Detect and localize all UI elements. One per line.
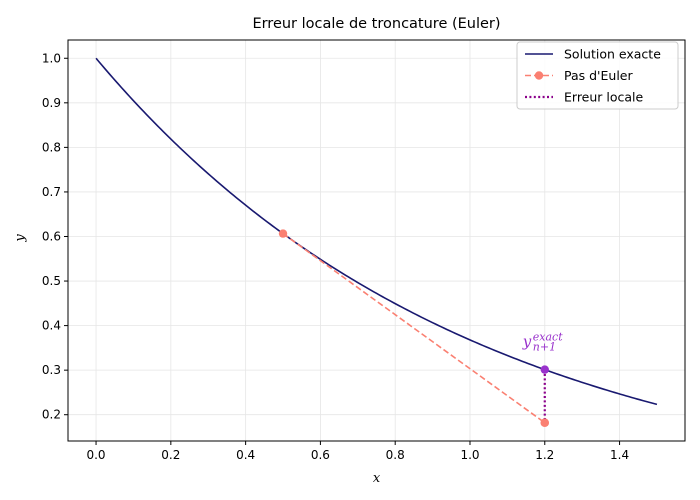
annotation-superscript: exact xyxy=(533,331,563,344)
x-tick-label-0: 0.0 xyxy=(86,448,105,462)
legend-marker-1 xyxy=(534,71,544,80)
exact-point-0 xyxy=(540,365,549,374)
y-tick-label-2: 0.4 xyxy=(42,319,61,333)
y-tick-label-0: 0.2 xyxy=(42,408,61,422)
y-tick-label-3: 0.5 xyxy=(42,274,61,288)
y-tick-label-7: 0.9 xyxy=(42,96,61,110)
legend-label-2: Erreur locale xyxy=(564,90,644,105)
x-tick-label-5: 1.0 xyxy=(460,448,479,462)
annotation-base: y xyxy=(522,333,532,351)
y-tick-label-5: 0.7 xyxy=(42,185,61,199)
y-tick-label-4: 0.6 xyxy=(42,229,61,243)
x-tick-label-4: 0.8 xyxy=(386,448,405,462)
x-tick-label-7: 1.4 xyxy=(610,448,629,462)
y-tick-label-6: 0.8 xyxy=(42,140,61,154)
series-layer xyxy=(95,57,658,427)
axes: 0.0 0.2 0.4 0.6 0.8 1.0 1.2 1.4 0.2 0.3 0.4 0.5 0.6 0… xyxy=(42,39,686,462)
legend: Solution exacte Pas d'Euler Erreur locale xyxy=(516,41,679,110)
x-tick-label-1: 0.2 xyxy=(161,448,180,462)
y-tick-label-8: 1.0 xyxy=(42,51,61,65)
x-tick-label-2: 0.4 xyxy=(236,448,255,462)
legend-box xyxy=(516,41,679,110)
annotation-subscript: n+1 xyxy=(533,341,556,354)
series-pas-euler-point-overlay xyxy=(540,418,549,427)
series-solution-exacte-line xyxy=(95,57,658,406)
legend-label-1: Pas d'Euler xyxy=(564,68,633,83)
y-tick-label-1: 0.3 xyxy=(42,363,61,377)
plot-frame xyxy=(67,39,686,442)
legend-label-0: Solution exacte xyxy=(564,47,661,62)
x-tick-label-6: 1.2 xyxy=(535,448,554,462)
chart-title: Erreur locale de troncature (Euler) xyxy=(252,16,500,32)
x-tick-label-3: 0.6 xyxy=(311,448,330,462)
series-pas-euler-point-0 xyxy=(278,229,288,238)
x-axis-label: x xyxy=(373,471,381,486)
y-axis-label: y xyxy=(13,234,28,243)
